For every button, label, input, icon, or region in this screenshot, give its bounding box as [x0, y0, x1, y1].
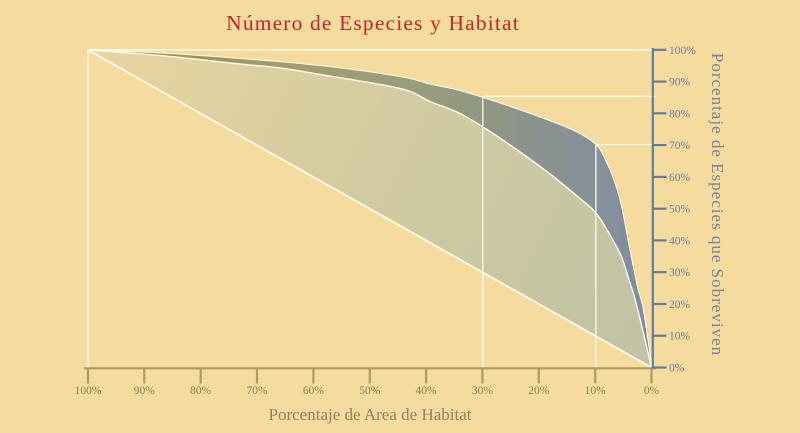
svg-text:100%: 100%: [669, 45, 696, 57]
svg-text:50%: 50%: [359, 385, 381, 397]
svg-text:40%: 40%: [669, 235, 691, 247]
svg-text:90%: 90%: [669, 77, 691, 89]
svg-text:60%: 60%: [303, 385, 325, 397]
svg-text:80%: 80%: [669, 108, 691, 120]
svg-text:10%: 10%: [669, 331, 691, 343]
svg-text:60%: 60%: [669, 172, 691, 184]
svg-text:0%: 0%: [669, 363, 685, 375]
svg-text:0%: 0%: [644, 385, 660, 397]
svg-text:10%: 10%: [585, 385, 607, 397]
svg-text:30%: 30%: [472, 385, 494, 397]
svg-text:Porcentaje de Especies que Sob: Porcentaje de Especies que Sobreviven: [708, 53, 727, 356]
svg-text:20%: 20%: [528, 385, 550, 397]
svg-text:Porcentaje de Area de Habitat: Porcentaje de Area de Habitat: [269, 405, 472, 424]
svg-text:20%: 20%: [669, 299, 691, 311]
svg-text:90%: 90%: [134, 385, 156, 397]
svg-text:30%: 30%: [669, 267, 691, 279]
svg-text:50%: 50%: [669, 204, 691, 216]
svg-text:100%: 100%: [75, 385, 102, 397]
svg-text:70%: 70%: [669, 140, 691, 152]
svg-text:Número de Especies y Habitat: Número de Especies y Habitat: [226, 11, 520, 35]
svg-text:40%: 40%: [416, 385, 438, 397]
svg-text:70%: 70%: [246, 385, 268, 397]
svg-text:80%: 80%: [190, 385, 212, 397]
